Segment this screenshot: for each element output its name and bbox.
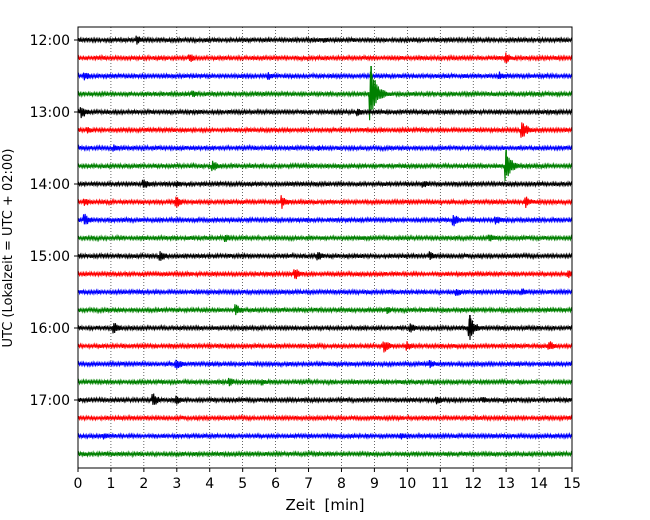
x-axis-label: Zeit [min] — [285, 496, 364, 514]
x-tick-label-13: 13 — [497, 476, 515, 492]
y-tick-label-1600: 16:00 — [30, 321, 70, 337]
trace-1415 — [77, 195, 573, 209]
trace-1330 — [77, 143, 573, 153]
trace-1400 — [77, 179, 573, 189]
trace-1645 — [77, 377, 573, 387]
y-tick-label-1200: 12:00 — [30, 33, 70, 49]
y-tick-label-1300: 13:00 — [30, 105, 70, 121]
x-tick-label-4: 4 — [205, 476, 214, 492]
trace-1315 — [77, 122, 573, 138]
trace-1530 — [77, 287, 573, 297]
x-tick-label-1: 1 — [106, 476, 115, 492]
x-tick-label-8: 8 — [337, 476, 346, 492]
x-tick-label-15: 15 — [563, 476, 581, 492]
x-tick-label-12: 12 — [464, 476, 482, 492]
y-tick-label-1400: 14:00 — [30, 177, 70, 193]
trace-1500 — [77, 251, 573, 261]
y-axis-ticks: 12:00 13:00 14:00 15:00 16:00 17:00 — [30, 33, 78, 409]
trace-1200 — [77, 35, 573, 45]
plot-frame — [77, 26, 573, 469]
x-axis-ticks: 0 1 2 3 4 5 6 7 8 9 10 11 12 13 14 15 — [74, 468, 581, 492]
y-tick-label-1700: 17:00 — [30, 393, 70, 409]
trace-1445 — [77, 233, 573, 243]
trace-1245 — [77, 71, 573, 121]
trace-1345 — [77, 152, 573, 182]
trace-1700 — [77, 393, 573, 405]
x-tick-label-3: 3 — [172, 476, 181, 492]
x-tick-label-10: 10 — [398, 476, 416, 492]
trace-1430 — [77, 213, 573, 227]
trace-1730 — [77, 431, 573, 441]
x-tick-label-2: 2 — [139, 476, 148, 492]
x-tick-label-14: 14 — [530, 476, 548, 492]
x-tick-label-9: 9 — [370, 476, 379, 492]
x-tick-label-0: 0 — [74, 476, 83, 492]
x-tick-label-6: 6 — [271, 476, 280, 492]
seismogram-traces — [77, 35, 573, 459]
x-tick-label-5: 5 — [238, 476, 247, 492]
y-tick-label-1500: 15:00 — [30, 249, 70, 265]
trace-1600 — [77, 318, 573, 341]
trace-1230 — [77, 71, 573, 81]
trace-1515 — [77, 269, 573, 280]
trace-1745 — [77, 449, 573, 459]
y-axis-label: UTC (Lokalzeit = UTC + 02:00) — [1, 149, 16, 348]
x-tick-label-7: 7 — [304, 476, 313, 492]
trace-1615 — [77, 341, 573, 353]
trace-1715 — [77, 413, 573, 423]
trace-1300 — [77, 107, 573, 119]
trace-1545 — [77, 304, 573, 316]
trace-1215 — [77, 52, 573, 64]
x-tick-label-11: 11 — [431, 476, 449, 492]
trace-1630 — [77, 359, 573, 369]
